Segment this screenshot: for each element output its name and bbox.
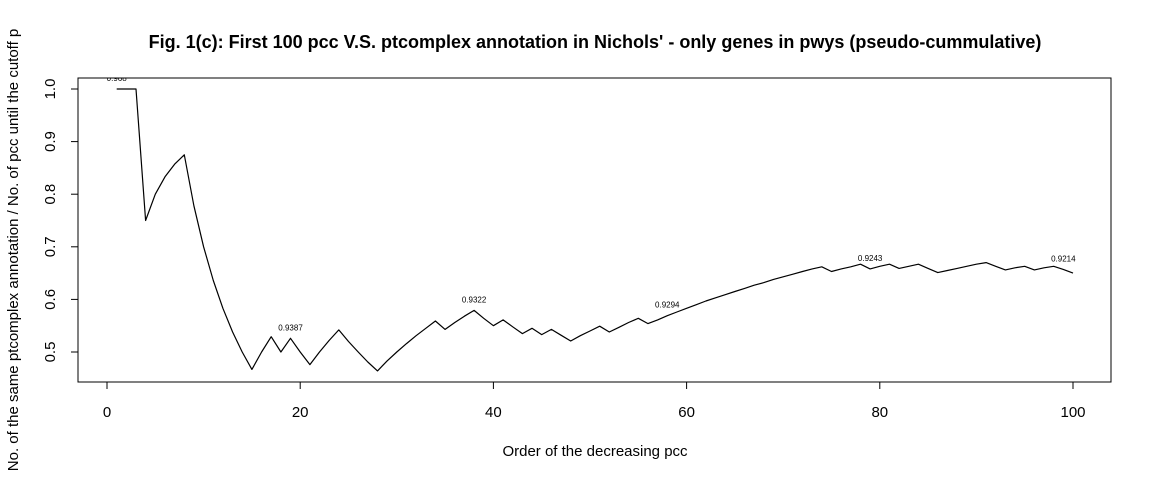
chart-title: Fig. 1(c): First 100 pcc V.S. ptcomplex … (149, 32, 1042, 52)
y-axis-label: No. of the same ptcomplex annotation / N… (5, 29, 22, 471)
point-annotation: 0.9387 (278, 323, 303, 332)
x-tick-label: 60 (678, 404, 695, 421)
point-annotation: 0.9294 (655, 301, 680, 310)
series-layer (116, 88, 1074, 372)
x-axis-label: Order of the decreasing pcc (502, 443, 688, 460)
x-tick-label: 40 (485, 404, 502, 421)
x-tick-label: 20 (292, 404, 309, 421)
x-axis: 0 20 40 60 80 100 (103, 381, 1086, 421)
y-tick-label: 0.9 (42, 131, 59, 152)
point-annotation: 0.9322 (462, 295, 487, 304)
plot-frame (77, 77, 1112, 383)
point-annotation: 0.9243 (858, 254, 883, 263)
point-annotation: 0.968 (107, 74, 128, 83)
x-tick-label: 80 (871, 404, 888, 421)
x-tick-label: 100 (1060, 404, 1085, 421)
x-tick-label: 0 (103, 404, 111, 421)
series-line (116, 88, 1074, 372)
y-tick-label: 0.8 (42, 184, 59, 205)
point-annotation: 0.9214 (1051, 254, 1076, 263)
annotation-layer: 0.968 0.9387 0.9322 0.9294 0.9243 0.9214 (107, 74, 1076, 332)
y-tick-label: 0.5 (42, 342, 59, 363)
y-tick-label: 0.6 (42, 289, 59, 310)
y-tick-label: 0.7 (42, 236, 59, 257)
y-tick-label: 1.0 (42, 79, 59, 100)
y-axis: 0.5 0.6 0.7 0.8 0.9 1.0 (42, 79, 79, 363)
